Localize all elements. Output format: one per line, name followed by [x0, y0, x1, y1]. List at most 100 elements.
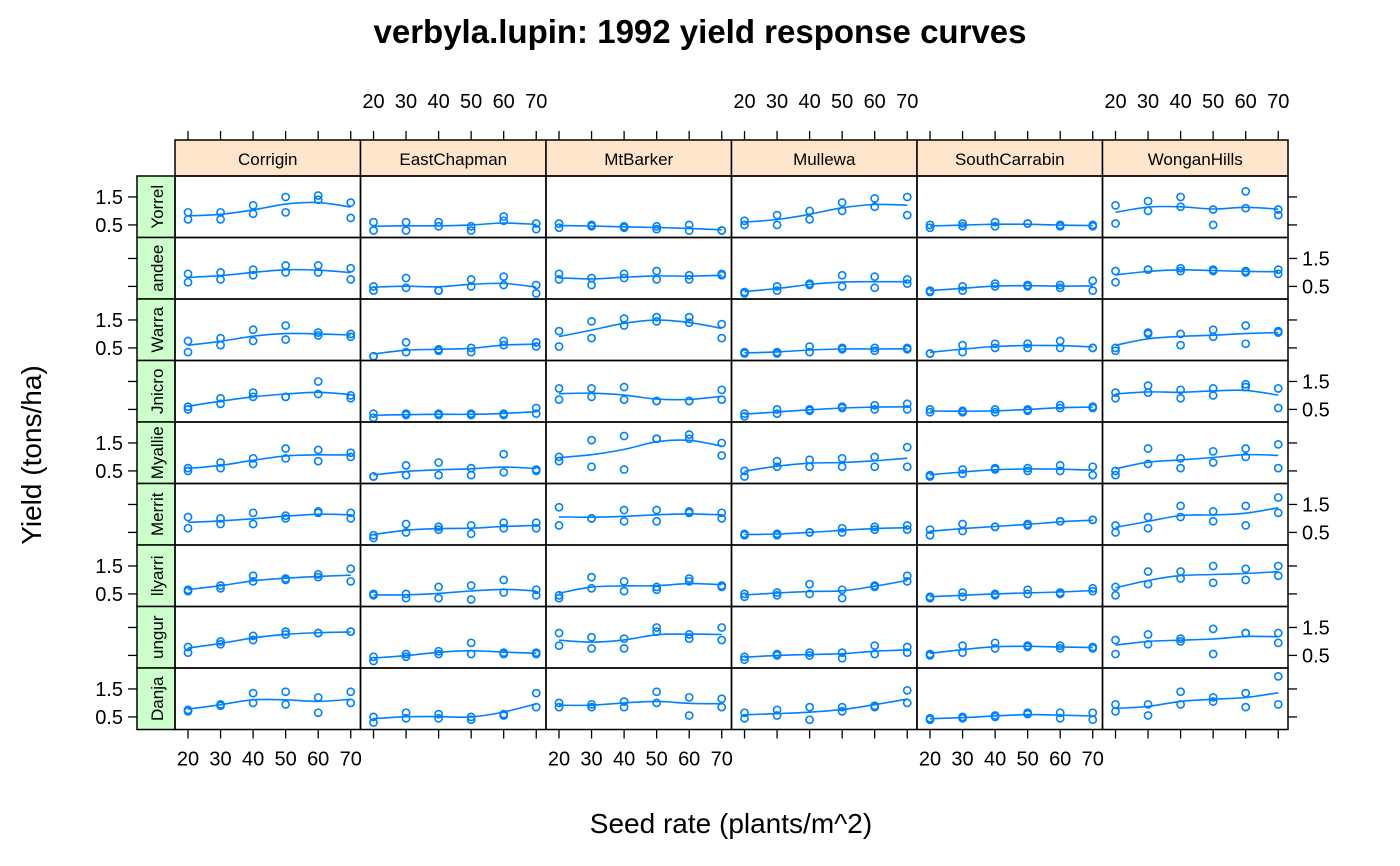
data-point — [1176, 393, 1186, 403]
data-point — [805, 648, 815, 658]
smooth-curve — [373, 282, 537, 288]
panel-mtbarker-unicrop — [545, 359, 733, 423]
smooth-curve — [929, 519, 1093, 532]
data-point — [925, 405, 935, 414]
x-tick-label: 50 — [1202, 91, 1224, 113]
strip-label-myallie: Myallie — [148, 426, 167, 479]
data-point — [902, 642, 912, 652]
panel-border — [730, 298, 918, 362]
data-point — [925, 525, 935, 535]
y-tick-label: 1.5 — [1302, 371, 1330, 393]
data-point — [717, 694, 727, 704]
y-tick-label: 0.5 — [95, 461, 123, 483]
y-tick-label: 1.5 — [1302, 248, 1330, 270]
panel-mtbarker-danja — [545, 667, 733, 731]
data-point — [587, 644, 596, 653]
smooth-curve — [373, 649, 537, 659]
data-point — [902, 571, 912, 581]
data-point — [619, 321, 629, 330]
data-point — [1208, 446, 1218, 456]
data-point — [684, 396, 694, 406]
data-point — [837, 402, 847, 412]
data-point — [346, 213, 356, 223]
data-point — [837, 462, 847, 472]
panel-wonganhills-unicrop — [1101, 359, 1289, 423]
data-point — [313, 268, 323, 277]
data-point — [684, 634, 694, 644]
data-point — [281, 261, 291, 270]
panel-southcarrabin-illyarrie — [916, 544, 1104, 608]
data-point — [1088, 462, 1098, 472]
data-point — [183, 512, 193, 522]
x-tick-label: 20 — [548, 749, 570, 771]
x-tick-label: 60 — [493, 91, 515, 113]
data-point — [619, 382, 629, 392]
data-point — [281, 699, 291, 709]
data-point — [925, 287, 935, 297]
data-point — [717, 319, 727, 329]
data-point — [1088, 583, 1098, 593]
data-point — [401, 519, 411, 529]
data-point — [499, 467, 509, 477]
panel-eastchapman-unicrop — [359, 359, 547, 423]
data-point — [434, 525, 444, 535]
panel-mullewa-warrah — [730, 298, 918, 362]
data-point — [216, 275, 225, 284]
data-point — [346, 263, 356, 273]
data-point — [183, 706, 193, 716]
data-point — [466, 638, 476, 648]
panel-southcarrabin-gungurru — [916, 605, 1104, 669]
data-point — [531, 403, 541, 413]
data-point — [652, 505, 662, 515]
data-point — [281, 335, 291, 344]
smooth-curve — [744, 457, 908, 473]
data-point — [401, 226, 411, 235]
data-point — [369, 652, 378, 662]
data-point — [772, 282, 782, 291]
data-point — [740, 472, 749, 481]
smooth-curve — [744, 348, 908, 354]
data-point — [925, 220, 935, 230]
data-point — [1055, 336, 1065, 346]
panel-corrigin-warrah — [174, 298, 362, 362]
data-point — [1176, 634, 1186, 644]
data-point — [401, 470, 411, 480]
data-point — [466, 282, 476, 291]
data-point — [1241, 268, 1251, 277]
data-point — [958, 465, 967, 474]
data-point — [805, 462, 815, 472]
panel-wonganhills-illyarrie — [1101, 544, 1289, 608]
smooth-curve — [1115, 389, 1279, 396]
y-tick-label: 0.5 — [95, 584, 123, 606]
data-point — [717, 635, 727, 645]
data-point — [958, 221, 967, 231]
data-point — [902, 399, 912, 409]
data-point — [554, 641, 564, 651]
panel-eastchapman-warrah — [359, 298, 547, 362]
x-tick-label: 20 — [177, 749, 199, 771]
panel-border — [916, 421, 1104, 485]
data-point — [554, 698, 564, 708]
data-point — [1273, 671, 1283, 681]
data-point — [1273, 561, 1283, 571]
data-point — [1111, 200, 1120, 210]
data-point — [652, 221, 662, 231]
strip-label-danja: Danja — [148, 676, 167, 721]
data-point — [531, 337, 541, 347]
strip-label-illyarrie: llyarri — [148, 555, 167, 596]
strip-label-mtbarker: MtBarker — [604, 150, 673, 169]
data-point — [346, 275, 356, 284]
data-point — [652, 687, 662, 697]
strip-label-warrah: Warra — [148, 306, 167, 352]
smooth-curve — [187, 332, 351, 347]
smooth-curve — [1115, 268, 1279, 276]
data-point — [183, 523, 193, 533]
data-point — [717, 451, 727, 460]
data-point — [1176, 501, 1186, 511]
panel-border — [359, 421, 547, 485]
strip-label-eastchapman: EastChapman — [399, 150, 507, 169]
smooth-curve — [1115, 635, 1279, 646]
smooth-curve — [558, 439, 722, 459]
data-point — [346, 332, 356, 342]
data-point — [1111, 219, 1120, 228]
